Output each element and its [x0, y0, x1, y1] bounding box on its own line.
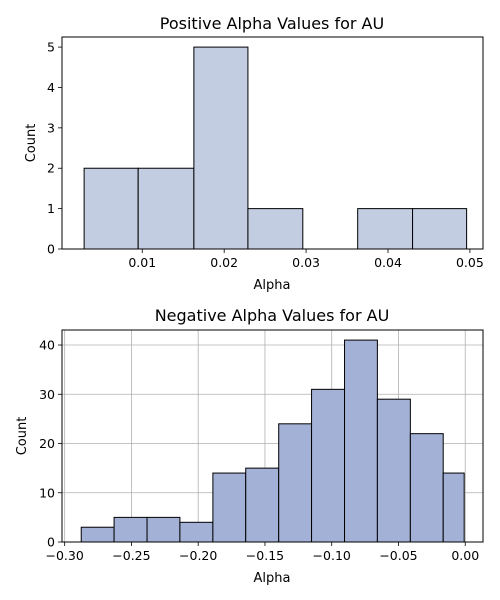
histogram-bar	[442, 472, 465, 543]
x-tick-label: 0.01	[128, 255, 156, 270]
x-tick-label: −0.30	[46, 548, 84, 563]
y-axis-label: Count	[24, 124, 39, 163]
axis-ticks: 0.01 0.02 0.03 0.04 0.05 0 1 2 3 4 5	[47, 40, 484, 270]
histogram-bar	[146, 516, 181, 543]
histogram-bar	[193, 46, 249, 250]
histogram-bar	[113, 516, 148, 543]
histogram-bar	[278, 423, 313, 543]
x-axis-label: Alpha	[254, 571, 291, 586]
y-tick-label: 40	[39, 338, 55, 353]
x-tick-label: −0.20	[179, 548, 217, 563]
x-tick-label: 0.02	[210, 255, 238, 270]
x-tick-label: −0.10	[313, 548, 351, 563]
histogram-bar	[83, 167, 139, 250]
y-tick-label: 20	[39, 436, 55, 451]
x-tick-label: 0.03	[292, 255, 320, 270]
chart-title: Negative Alpha Values for AU	[155, 306, 390, 325]
plot-frame	[61, 329, 484, 543]
histogram-bar	[409, 433, 444, 543]
histogram-bar	[412, 208, 468, 250]
x-tick-label: −0.05	[379, 548, 417, 563]
histogram-bar	[344, 339, 378, 543]
histogram-bar	[179, 521, 214, 543]
x-tick-label: 0.04	[374, 255, 402, 270]
y-axis-label: Count	[15, 417, 30, 456]
negative-alpha-histogram: Negative Alpha Values for AU −0.30 −0.25−…	[15, 306, 484, 586]
histogram-bar	[247, 208, 304, 250]
y-tick-label: 10	[39, 485, 55, 500]
histogram-bar	[212, 472, 247, 543]
histogram-bar	[245, 467, 280, 543]
y-tick-label: 3	[47, 120, 55, 135]
y-tick-label: 5	[47, 40, 55, 55]
plot-frame	[61, 36, 484, 250]
y-tick-label: 0	[47, 535, 55, 550]
x-tick-label: 0.00	[451, 548, 479, 563]
x-tick-label: 0.05	[456, 255, 484, 270]
bars	[80, 339, 465, 543]
positive-alpha-histogram: Positive Alpha Values for AU 0.01 0.02 0.0…	[24, 14, 484, 293]
y-tick-label: 30	[39, 387, 55, 402]
histogram-bar	[357, 208, 414, 250]
axis-ticks: −0.30 −0.25 −0.20 −0.15 −0.10 −0.05 0.00 0 10 20 3…	[39, 338, 479, 563]
histogram-bar	[311, 388, 346, 543]
y-tick-label: 2	[47, 161, 55, 176]
y-tick-label: 1	[47, 201, 55, 216]
histogram-bar	[376, 398, 411, 543]
chart-title: Positive Alpha Values for AU	[160, 14, 384, 33]
x-tick-label: −0.15	[246, 548, 284, 563]
x-tick-label: −0.25	[112, 548, 150, 563]
y-tick-label: 0	[47, 242, 55, 257]
x-axis-label: Alpha	[254, 278, 291, 293]
histogram-bar	[80, 526, 115, 543]
bars	[83, 46, 468, 250]
y-tick-label: 4	[47, 80, 55, 95]
histogram-bar	[137, 167, 195, 250]
